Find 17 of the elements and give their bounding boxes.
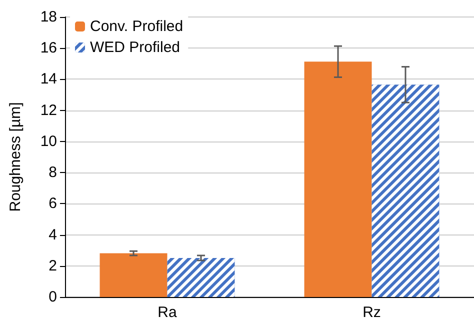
y-tick-label: 10 — [40, 132, 57, 150]
legend-label: Conv. Profiled — [90, 18, 184, 35]
y-tick-label: 18 — [40, 8, 57, 26]
y-tick-label: 8 — [48, 164, 57, 182]
y-tick-label: 12 — [40, 102, 57, 119]
x-tick-label: Rz — [362, 304, 381, 321]
y-tick-label: 4 — [48, 226, 57, 244]
y-tick-label: 2 — [48, 257, 57, 274]
y-tick-label: 6 — [48, 195, 57, 212]
y-axis-title: Roughness [µm] — [7, 102, 24, 212]
y-tick-label: 14 — [40, 70, 57, 88]
y-tick-label: 16 — [40, 40, 57, 57]
bar — [304, 62, 372, 297]
y-tick-label: 0 — [48, 288, 57, 306]
bar — [100, 253, 168, 297]
legend-label: WED Profiled — [90, 39, 180, 56]
x-tick-label: Ra — [158, 304, 178, 321]
